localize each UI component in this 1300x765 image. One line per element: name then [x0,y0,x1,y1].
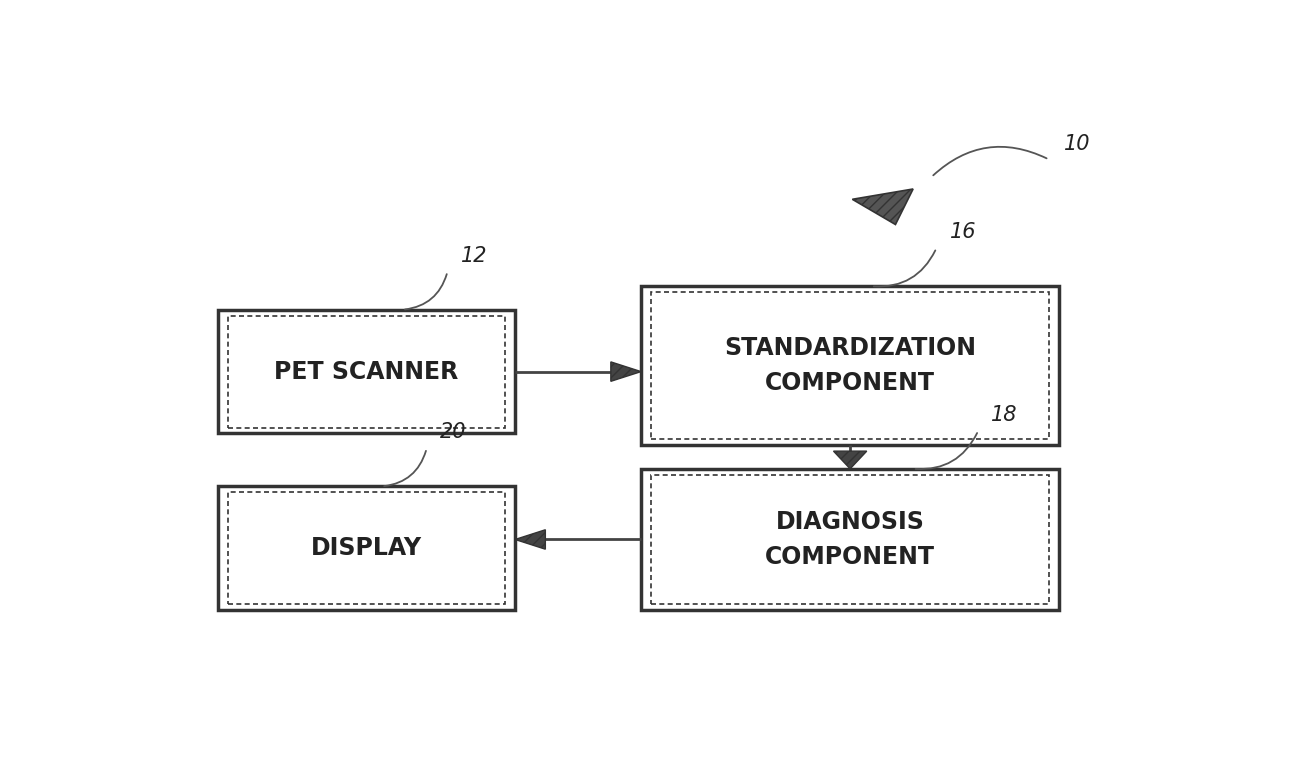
Text: DISPLAY: DISPLAY [311,536,422,560]
FancyBboxPatch shape [641,286,1060,445]
FancyBboxPatch shape [641,469,1060,610]
Polygon shape [853,189,913,224]
Text: 10: 10 [1065,134,1091,154]
Text: 16: 16 [949,222,976,242]
Text: COMPONENT: COMPONENT [766,545,935,569]
Polygon shape [833,451,867,469]
Text: 18: 18 [992,405,1018,425]
Text: PET SCANNER: PET SCANNER [274,360,459,383]
Polygon shape [611,362,641,381]
Text: STANDARDIZATION: STANDARDIZATION [724,336,976,360]
Text: 12: 12 [460,246,488,265]
Text: 20: 20 [439,422,467,442]
FancyBboxPatch shape [218,310,515,434]
Text: DIAGNOSIS: DIAGNOSIS [776,509,924,534]
Polygon shape [515,529,546,549]
Text: COMPONENT: COMPONENT [766,371,935,396]
FancyBboxPatch shape [218,487,515,610]
